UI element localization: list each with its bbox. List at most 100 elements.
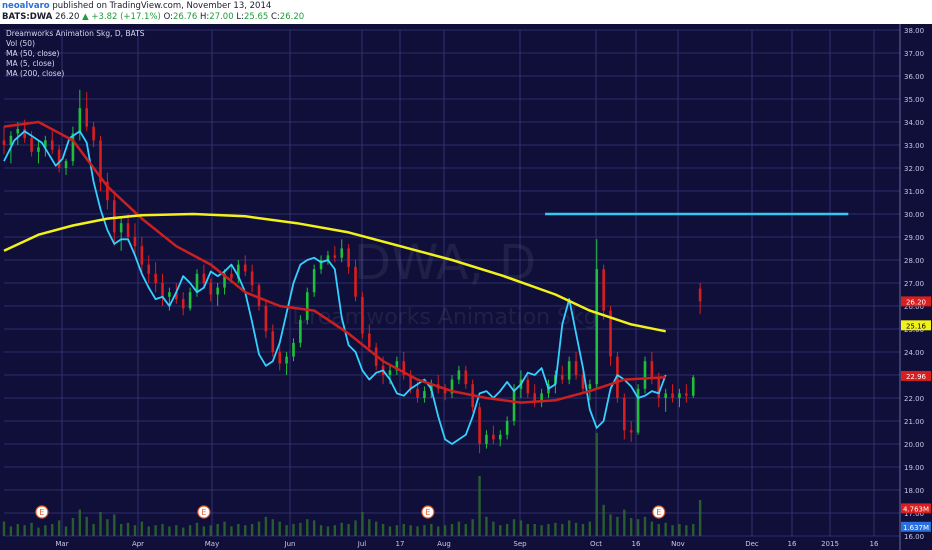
candle-body	[243, 264, 247, 272]
volume-bar	[540, 525, 543, 536]
legend-item: MA (50, close)	[6, 49, 60, 58]
volume-bar	[664, 522, 667, 536]
candle-body	[44, 140, 47, 148]
volume-bar	[423, 525, 426, 536]
ma50-line	[3, 120, 666, 404]
y-tick-label: 27.00	[904, 280, 924, 288]
volume-bar	[223, 521, 226, 536]
candle-body	[147, 264, 151, 274]
price-tag	[901, 296, 931, 307]
candle-body	[602, 269, 605, 311]
volume-bar	[216, 524, 219, 536]
volume-bar	[657, 524, 660, 536]
candle-body	[16, 128, 20, 134]
candle-body	[650, 361, 654, 378]
y-tick-label: 36.00	[904, 73, 924, 81]
candle-body	[71, 133, 75, 162]
volume-bar	[326, 526, 330, 536]
price-change: ▲ +3.82 (+17.1%)	[82, 12, 161, 22]
volume-bar	[636, 519, 640, 536]
volume-bar	[202, 526, 206, 536]
candle-body	[264, 306, 268, 332]
candle-body	[237, 264, 240, 279]
watermark-ticker: DWA, D	[354, 235, 536, 291]
candle-body	[567, 361, 571, 380]
volume-bar	[464, 524, 467, 536]
volume-bar	[581, 524, 585, 536]
candle-body	[161, 283, 164, 297]
volume-bar	[650, 521, 654, 536]
y-tick-label: 34.00	[904, 119, 924, 127]
price-tag	[901, 521, 931, 532]
candle-body	[278, 352, 281, 364]
candle-body	[354, 266, 357, 297]
candle-body	[319, 260, 323, 270]
y-tick-label: 35.00	[904, 96, 924, 104]
price-chart[interactable]: 16.0017.0018.0019.0020.0021.0022.0023.00…	[0, 24, 932, 550]
candle-body	[671, 393, 674, 398]
volume-bar	[381, 524, 385, 536]
volume-bar	[512, 519, 516, 536]
candle-body	[50, 140, 54, 150]
close-value: 26.20	[279, 12, 305, 22]
earnings-marker-label: E	[425, 508, 430, 517]
candle-body	[609, 310, 612, 357]
candle-body	[126, 223, 130, 237]
price-tag-label: 25.16	[906, 322, 927, 330]
legend-item: Vol (50)	[6, 39, 35, 48]
volume-bar	[526, 524, 530, 536]
volume-bar	[230, 526, 233, 536]
candle-body	[395, 361, 399, 371]
volume-bar	[437, 526, 440, 536]
last-price: 26.20	[55, 12, 80, 22]
candle-body	[443, 388, 447, 394]
volume-bar	[623, 509, 626, 536]
candle-body	[685, 393, 688, 396]
earnings-marker-label: E	[201, 508, 206, 517]
volume-bar	[306, 519, 309, 536]
candle-body	[106, 181, 109, 201]
candle-body	[271, 331, 275, 352]
candle-body	[588, 384, 592, 389]
candle-body	[257, 285, 261, 306]
candle-body	[574, 361, 578, 375]
x-tick-label: Jun	[284, 540, 296, 548]
candle-body	[347, 248, 350, 267]
candle-body	[664, 393, 667, 398]
published-text: published on TradingView.com, November 1…	[52, 1, 272, 11]
low-label: L:	[236, 12, 244, 22]
candle-body	[402, 361, 406, 375]
volume-bar	[257, 521, 261, 536]
candle-body	[526, 379, 530, 394]
volume-bar	[478, 476, 481, 536]
price-tag-label: 22.96	[906, 373, 927, 381]
volume-bar	[698, 500, 702, 536]
x-tick-label: Aug	[437, 540, 451, 548]
volume-bar	[57, 520, 61, 536]
chart-header: neoalvaro published on TradingView.com, …	[0, 0, 932, 24]
legend-title: Dreamworks Animation Skg, D, BATS	[6, 29, 145, 38]
candle-body	[326, 255, 330, 260]
earnings-marker	[35, 505, 49, 519]
x-tick-label: 16	[788, 540, 797, 548]
volume-bar	[430, 524, 433, 536]
volume-bar	[678, 524, 681, 536]
volume-bar	[85, 516, 88, 536]
candle-body	[119, 223, 123, 233]
volume-bar	[492, 521, 495, 536]
ma200-line	[3, 212, 666, 333]
volume-bar	[126, 522, 130, 536]
price-tag	[901, 370, 931, 381]
earnings-marker-label: E	[656, 508, 661, 517]
price-tag-label: 4.763M	[903, 505, 929, 513]
candle-body	[299, 319, 302, 343]
symbol: BATS:DWA	[2, 12, 53, 22]
volume-bar	[616, 516, 619, 536]
candle-body	[112, 200, 116, 233]
author-link[interactable]: neoalvaro	[2, 1, 50, 11]
candle-body	[678, 393, 681, 398]
volume-bar	[175, 525, 178, 536]
low-value: 25.65	[243, 12, 269, 22]
candle-body	[209, 283, 213, 295]
volume-bar	[244, 525, 247, 536]
